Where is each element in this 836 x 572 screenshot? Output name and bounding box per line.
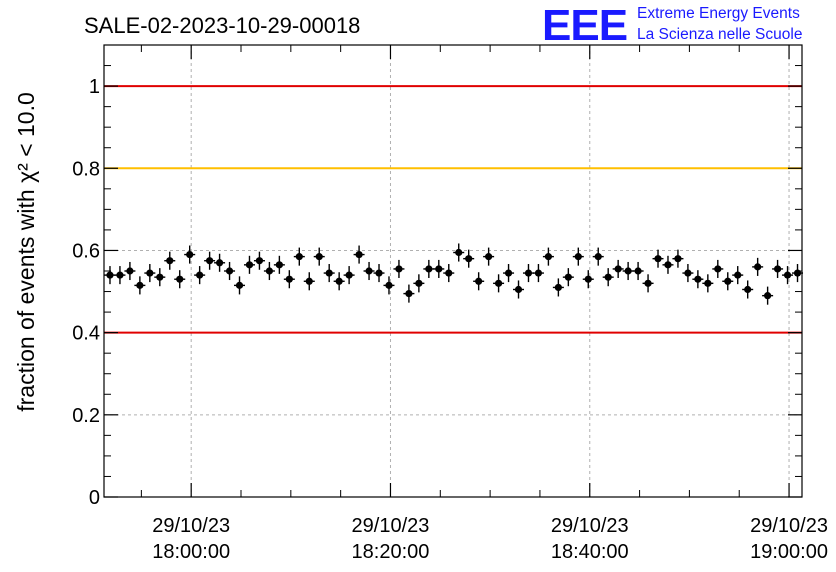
x-tick-label-time: 18:40:00 (551, 541, 629, 563)
data-point (532, 264, 544, 283)
x-tick-label-date: 29/10/23 (152, 515, 230, 537)
data-point (702, 274, 714, 293)
x-tick-label-time: 18:20:00 (352, 541, 430, 563)
eee-logo: EEE Extreme Energy Events La Scienza nel… (542, 1, 802, 50)
y-tick-label: 0.6 (72, 240, 100, 262)
data-point (353, 245, 365, 264)
data-point (722, 272, 734, 291)
data-point (114, 266, 126, 285)
data-point (224, 261, 236, 281)
data-point (612, 259, 624, 278)
data-point (752, 257, 764, 276)
reference-lines (104, 85, 802, 334)
data-point (323, 264, 335, 283)
y-tick-label: 0.2 (72, 405, 100, 427)
data-point (104, 266, 116, 285)
x-tick-label-time: 19:00:00 (750, 541, 828, 563)
data-point (164, 251, 176, 270)
data-point (393, 259, 405, 278)
data-point (572, 247, 584, 266)
data-points (104, 243, 804, 305)
data-point (134, 276, 146, 295)
data-point (303, 272, 315, 291)
data-point (423, 259, 435, 278)
data-point (762, 286, 774, 305)
chart-title: SALE-02-2023-10-29-00018 (84, 13, 360, 38)
data-point (234, 276, 246, 295)
data-point (732, 266, 744, 285)
data-point (263, 261, 275, 281)
data-point (672, 249, 684, 268)
data-point (552, 278, 564, 297)
data-point (513, 280, 525, 299)
data-point (243, 255, 255, 274)
data-point (602, 268, 614, 287)
x-tick-label-date: 29/10/23 (551, 515, 629, 537)
data-point (383, 276, 395, 295)
data-point (443, 264, 455, 283)
data-point (503, 264, 515, 283)
x-tick-label-date: 29/10/23 (352, 515, 430, 537)
data-point (214, 253, 226, 272)
y-tick-label: 1 (89, 76, 100, 98)
y-axis: 0 0.2 0.4 0.6 0.8 1 (72, 65, 802, 509)
x-tick-label-time: 18:00:00 (152, 541, 230, 563)
data-point (194, 266, 206, 285)
data-point (542, 247, 554, 266)
y-tick-label: 0.8 (72, 158, 100, 180)
data-point (403, 284, 415, 303)
data-point (483, 247, 495, 266)
data-point (592, 247, 604, 266)
y-tick-label: 0 (89, 487, 100, 509)
data-point (373, 264, 385, 283)
data-point (273, 255, 285, 274)
data-point (283, 270, 295, 289)
data-point (333, 272, 345, 291)
data-point (184, 245, 196, 264)
data-point (204, 251, 216, 270)
data-point (772, 259, 784, 278)
logo-mark: EEE (542, 1, 627, 50)
data-point (562, 268, 574, 287)
data-point (313, 247, 325, 266)
data-point (493, 274, 505, 293)
data-point (154, 268, 166, 287)
data-point (742, 280, 754, 299)
data-point (682, 264, 694, 283)
data-point (632, 261, 644, 281)
data-point (782, 266, 794, 285)
data-point (144, 264, 156, 283)
data-point (413, 274, 425, 293)
data-point (363, 261, 375, 281)
data-point (174, 270, 186, 289)
data-point (662, 255, 674, 274)
data-point (463, 249, 475, 268)
x-tick-label-date: 29/10/23 (750, 515, 828, 537)
data-point (642, 274, 654, 293)
data-point (622, 261, 634, 281)
data-point (253, 251, 265, 270)
data-point (433, 259, 445, 278)
data-point (343, 266, 355, 285)
data-point (124, 261, 136, 281)
data-point (522, 264, 534, 283)
data-point (692, 270, 704, 289)
data-point (792, 264, 804, 283)
x-axis: 29/10/23 18:00:00 29/10/23 18:20:00 29/10/23… (140, 45, 828, 563)
logo-line-2: La Scienza nelle Scuole (637, 26, 802, 43)
data-point (712, 259, 724, 278)
data-point (293, 247, 305, 266)
y-tick-label: 0.4 (72, 323, 100, 345)
data-point (652, 249, 664, 268)
data-point (453, 243, 465, 262)
logo-line-1: Extreme Energy Events (637, 5, 800, 22)
data-point (473, 272, 485, 291)
data-point (582, 270, 594, 289)
y-axis-label: fraction of events with χ² < 10.0 (13, 92, 39, 412)
